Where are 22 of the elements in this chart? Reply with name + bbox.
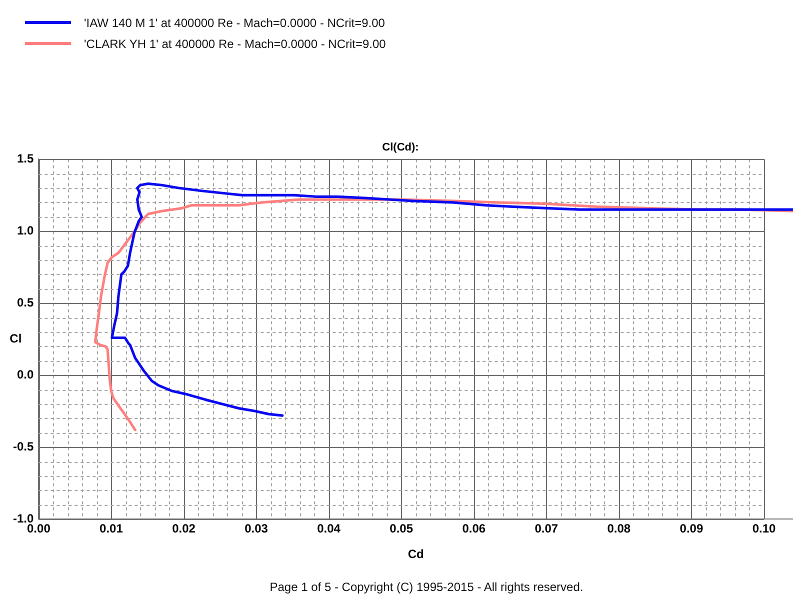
x-tick-label: 0.02 — [172, 522, 196, 536]
y-tick-label: 0.5 — [16, 296, 34, 310]
x-tick-label: 0.00 — [27, 522, 51, 536]
x-tick-label: 0.06 — [462, 522, 486, 536]
y-tick-label: 1.5 — [16, 152, 34, 166]
y-axis-title: Cl — [10, 332, 22, 346]
x-axis-title: Cd — [408, 547, 424, 562]
legend-label: 'IAW 140 M 1' at 400000 Re - Mach=0.0000 - NCrit=9.00 — [84, 16, 385, 30]
chart-title: Cl(Cd): — [382, 142, 419, 154]
legend-label: 'CLARK YH 1' at 400000 Re - Mach=0.0000 - NCrit=9.00 — [84, 36, 386, 50]
x-tick-label: 0.10 — [752, 522, 776, 536]
y-tick-label: -0.5 — [12, 440, 34, 454]
x-tick-label: 0.01 — [100, 522, 124, 536]
x-tick-label: 0.09 — [680, 522, 704, 536]
x-tick-label: 0.08 — [607, 522, 631, 536]
x-tick-label: 0.05 — [390, 522, 414, 536]
x-tick-label: 0.03 — [244, 522, 268, 536]
y-tick-label: 0.0 — [16, 368, 34, 382]
y-tick-label: 1.0 — [16, 224, 34, 238]
text: Page 1 of 5 - Copyright (C) 1995-2015 - All rights reserved. — [268, 580, 584, 594]
x-tick-label: 0.04 — [317, 522, 341, 536]
x-tick-label: 0.07 — [534, 522, 558, 536]
